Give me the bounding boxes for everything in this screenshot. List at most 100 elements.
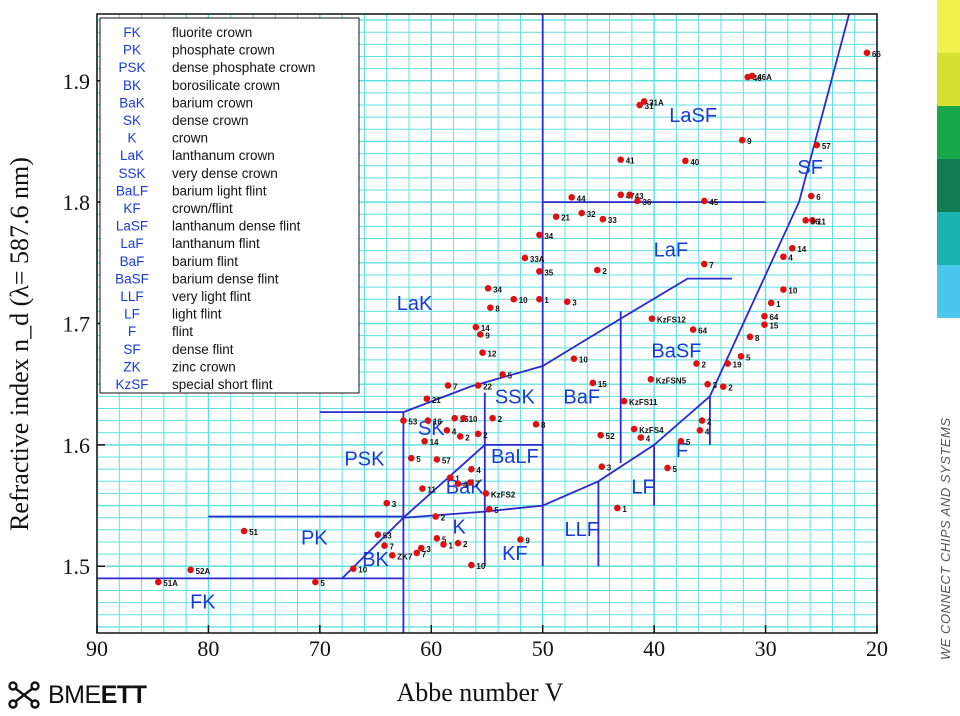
glass-point-label: 43 (635, 192, 644, 201)
glass-point-label: 7 (389, 543, 394, 552)
x-axis-label: Abbe number V (396, 678, 563, 707)
glass-point-label: 33A (530, 255, 545, 264)
region-label-sk: SK (418, 418, 445, 440)
glass-point-label: 31 (645, 102, 654, 111)
region-label-laf: LaF (654, 240, 688, 262)
glass-point-label: 2 (441, 513, 446, 522)
y-tick-label: 1.8 (63, 190, 91, 215)
glass-point-label: 3 (392, 500, 397, 509)
glass-point (479, 349, 486, 356)
x-tick-label: 60 (420, 636, 442, 661)
glass-point (636, 101, 643, 109)
glass-point-label: 10 (358, 566, 367, 575)
glass-point-label: 14 (430, 438, 439, 447)
glass-point-label: 15 (598, 380, 607, 389)
glass-point-label: 5 (673, 465, 678, 474)
glass-point-label: 44 (577, 194, 586, 203)
y-tick-label: 1.9 (63, 69, 91, 94)
glass-point (647, 376, 655, 383)
glass-point-label: 36 (642, 198, 651, 207)
glass-point-label: 2 (465, 433, 470, 442)
glass-point (400, 417, 407, 424)
glass-point-label: 12 (488, 350, 497, 359)
glass-point (598, 463, 606, 471)
y-tick-label: 1.6 (63, 433, 91, 458)
legend-code: LaK (120, 148, 144, 163)
glass-point (423, 395, 431, 403)
legend-code: LaSF (116, 219, 148, 234)
glass-point (440, 541, 447, 548)
glass-point (521, 254, 529, 262)
legend-name: barium crown (172, 95, 253, 110)
legend-code: BaK (119, 95, 145, 110)
glass-point (466, 479, 474, 486)
glass-point-label: 64 (769, 313, 778, 322)
glass-point (617, 156, 625, 163)
glass-point-label: 3 (607, 464, 612, 473)
legend-code: K (127, 131, 136, 146)
glass-point-label: 7 (475, 479, 480, 488)
glass-point (532, 420, 540, 428)
glass-point (474, 430, 482, 438)
glass-point (485, 505, 493, 513)
legend-name: dense crown (172, 113, 249, 128)
glass-point-label: 56 (811, 217, 820, 226)
glass-point-label: 5 (494, 506, 499, 515)
legend-name: very dense crown (172, 166, 278, 181)
glass-point (417, 544, 425, 552)
glass-point-label: 7 (422, 550, 427, 559)
glass-point-label: 53 (408, 418, 417, 427)
region-label-llf: LLF (564, 519, 598, 541)
glass-point-label: 1 (455, 475, 460, 484)
glass-point (807, 192, 815, 200)
glass-point-label: KzFS4 (639, 426, 664, 435)
legend-code: PK (123, 43, 141, 58)
glass-point (381, 542, 388, 549)
glass-point (413, 549, 421, 557)
glass-point (433, 535, 441, 542)
glass-point (789, 244, 796, 252)
glass-point-label: 34 (493, 285, 502, 294)
glass-point (407, 454, 415, 462)
color-strip-segment (937, 159, 960, 212)
glass-point-label: 51A (163, 579, 178, 588)
glass-point (693, 360, 700, 367)
glass-point (421, 437, 428, 445)
glass-point (240, 527, 248, 535)
legend-code: KzSF (115, 377, 148, 392)
legend-name: light flint (172, 307, 222, 322)
glass-point-label: 57 (822, 142, 831, 151)
glass-point-label: 7 (453, 382, 458, 391)
glass-point-label: 8 (495, 305, 500, 314)
glass-point-label: 2 (498, 415, 503, 424)
glass-point-label: KzFS2 (491, 490, 516, 499)
glass-point (689, 326, 697, 333)
color-strip-segment (937, 265, 960, 318)
legend-code: ZK (123, 359, 140, 374)
glass-point (634, 197, 641, 205)
glass-point (468, 465, 475, 473)
region-label-ssk: SSK (495, 387, 536, 409)
glass-point-label: 11 (817, 217, 826, 226)
glass-point-label: 10 (519, 296, 528, 305)
glass-point (460, 414, 467, 422)
glass-point (780, 253, 787, 261)
legend-code: LaF (120, 236, 143, 251)
legend-code: BK (123, 78, 141, 93)
glass-point (677, 437, 685, 445)
glass-point-label: 9 (525, 537, 530, 546)
glass-point-label: 40 (690, 158, 699, 167)
region-label-k: K (452, 516, 466, 538)
region-label-psk: PSK (344, 449, 385, 471)
glass-point (568, 193, 575, 201)
glass-point-label: 51 (249, 528, 258, 537)
region-label-lf: LF (631, 476, 654, 498)
tagline: WE CONNECT CHIPS AND SYSTEMS (938, 417, 953, 660)
color-strip-segment (937, 53, 960, 106)
glass-point-label: KzFS12 (657, 316, 686, 325)
glass-point-label: KzFS11 (629, 398, 658, 407)
glass-point (388, 552, 396, 559)
glass-point (589, 379, 597, 387)
